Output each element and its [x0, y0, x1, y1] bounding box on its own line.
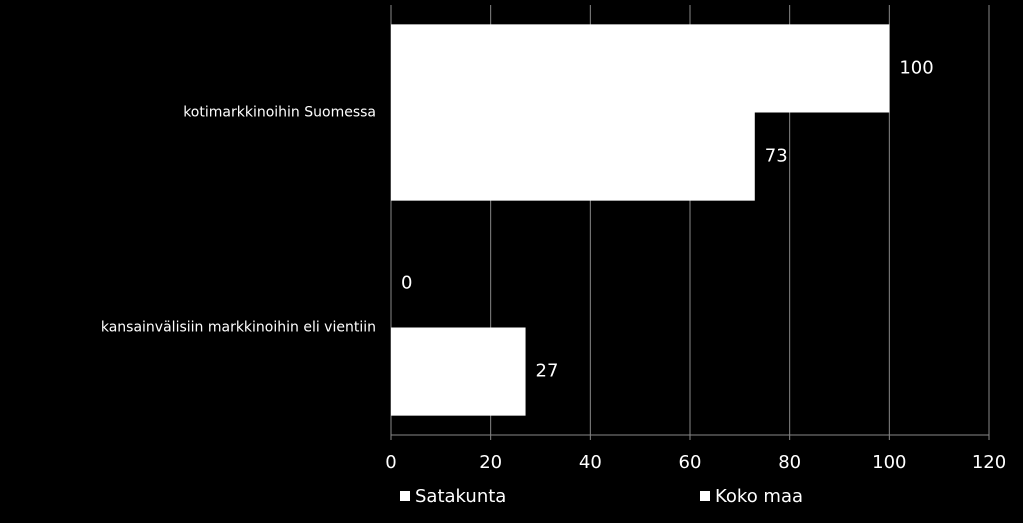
x-tick-label: 0	[385, 452, 396, 473]
x-tick-label: 120	[972, 452, 1006, 473]
x-tick-label: 100	[872, 452, 906, 473]
bar	[391, 327, 526, 416]
bar	[391, 24, 890, 113]
category-label: kansainvälisiin markkinoihin eli vientii…	[101, 320, 376, 336]
data-label: 73	[765, 146, 788, 167]
x-tick-label: 20	[479, 452, 502, 473]
x-tick-label: 40	[579, 452, 602, 473]
legend-swatch	[700, 491, 710, 501]
category-label: kotimarkkinoihin Suomessa	[183, 105, 376, 121]
data-label: 27	[536, 361, 559, 382]
legend-label: Koko maa	[715, 486, 803, 507]
x-tick-label: 80	[778, 452, 801, 473]
bar	[391, 112, 755, 201]
data-label: 100	[899, 57, 933, 78]
legend-label: Satakunta	[415, 486, 506, 507]
x-tick-label: 60	[679, 452, 702, 473]
data-label: 0	[401, 272, 412, 293]
legend-swatch	[400, 491, 410, 501]
